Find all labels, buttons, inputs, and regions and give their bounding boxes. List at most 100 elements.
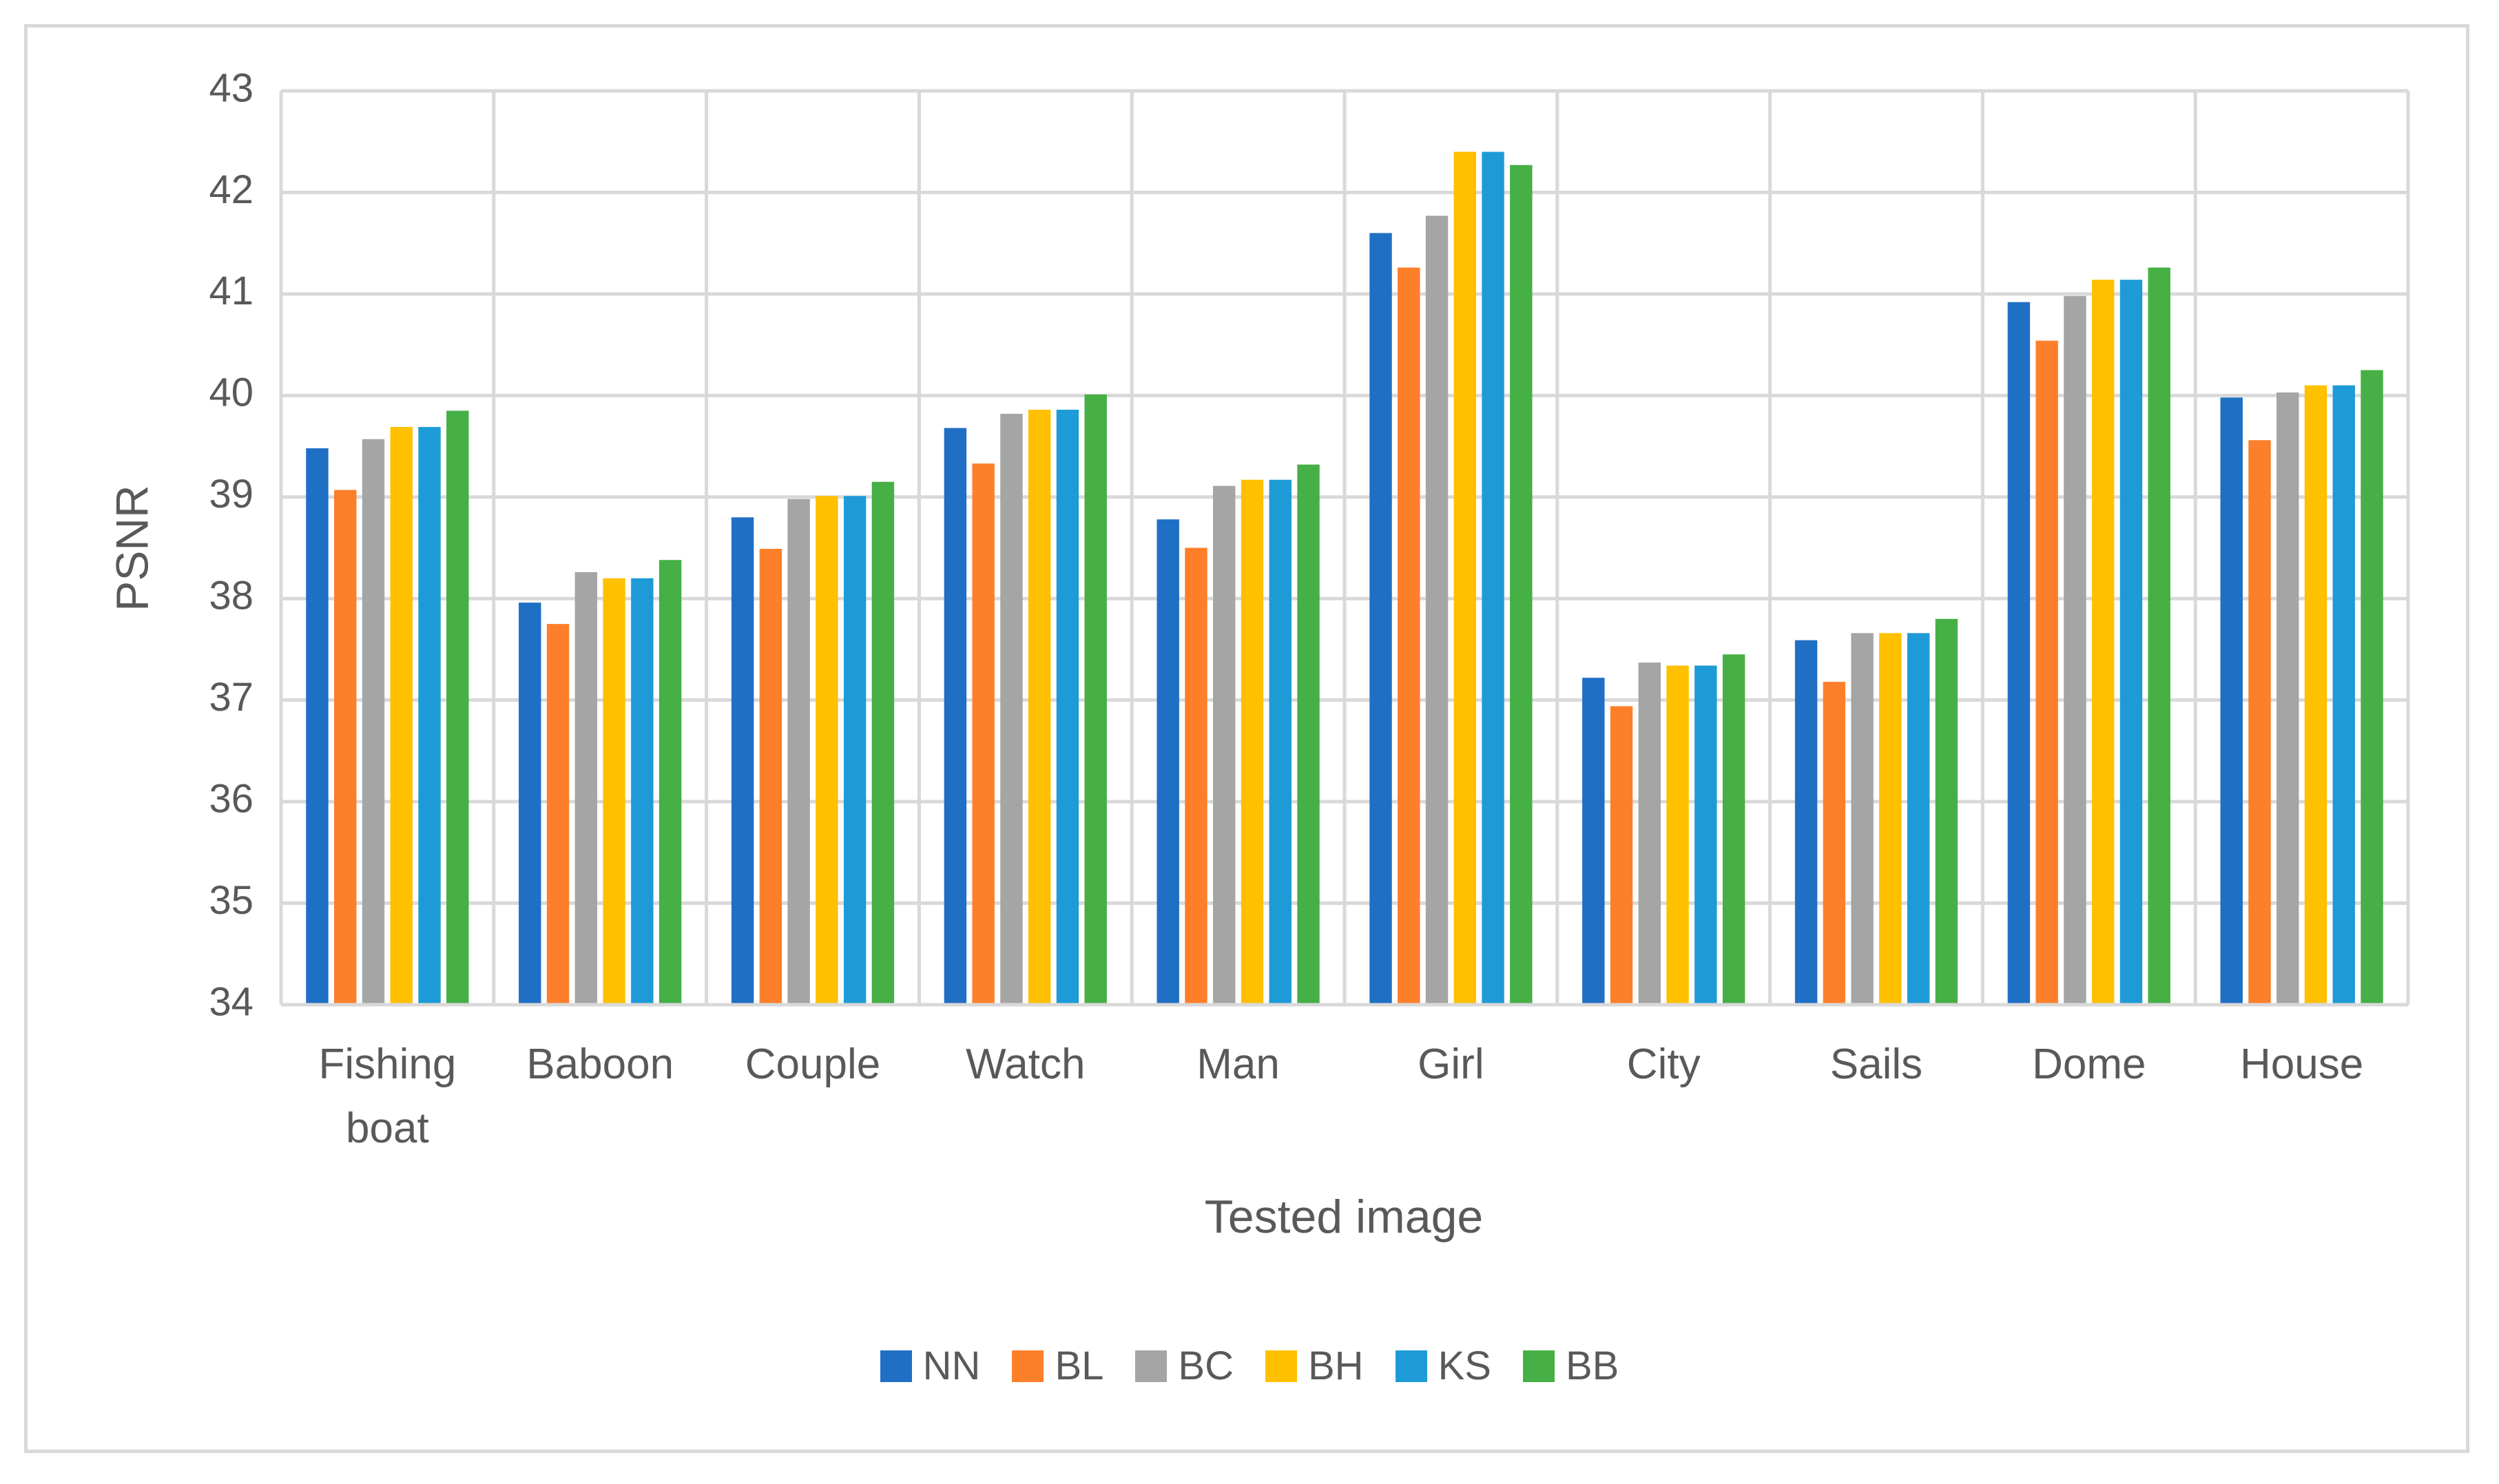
- bar: [1453, 151, 1476, 1005]
- bar: [1297, 464, 1320, 1005]
- bar: [1610, 706, 1633, 1005]
- bar: [1028, 409, 1051, 1005]
- legend-label: BB: [1565, 1344, 1619, 1388]
- bar: [1823, 682, 1846, 1005]
- bar: [2277, 392, 2299, 1005]
- bar: [731, 517, 754, 1005]
- legend-item: KS: [1395, 1343, 1491, 1389]
- bar: [418, 427, 441, 1005]
- bar: [759, 548, 782, 1005]
- bar: [2119, 280, 2143, 1005]
- x-tick-label: Dome: [2032, 1041, 2146, 1088]
- legend-swatch: [1265, 1350, 1297, 1382]
- y-tick-label: 34: [209, 979, 253, 1024]
- bar: [1794, 640, 1818, 1005]
- bar: [1157, 519, 1179, 1005]
- bar: [362, 439, 385, 1005]
- bar: [2220, 397, 2243, 1005]
- bar: [1398, 267, 1420, 1005]
- x-tick-label: Fishing boat: [318, 1041, 457, 1152]
- bar: [1638, 662, 1661, 1005]
- legend-item: BC: [1135, 1343, 1234, 1389]
- bar: [1000, 413, 1023, 1005]
- bar: [843, 496, 867, 1005]
- bar: [334, 490, 357, 1005]
- bar: [944, 428, 967, 1005]
- legend-label: BH: [1307, 1344, 1364, 1388]
- bar: [519, 603, 541, 1005]
- legend-label: KS: [1438, 1344, 1491, 1388]
- legend-swatch: [880, 1350, 912, 1382]
- y-tick-label: 40: [209, 370, 253, 415]
- bar: [2248, 440, 2271, 1005]
- bar: [390, 427, 413, 1005]
- legend-label: BC: [1178, 1344, 1234, 1388]
- legend-item: BH: [1265, 1343, 1364, 1389]
- y-tick-label: 39: [209, 472, 253, 516]
- legend-item: BB: [1522, 1343, 1619, 1389]
- bar: [2091, 280, 2115, 1005]
- bar: [1213, 485, 1236, 1005]
- bar: [1185, 547, 1207, 1005]
- y-tick-label: 37: [209, 675, 253, 720]
- bar: [1694, 665, 1717, 1005]
- grid: [279, 89, 2410, 1007]
- bar: [1666, 665, 1689, 1005]
- legend-swatch: [1012, 1350, 1044, 1382]
- bar: [2361, 370, 2383, 1005]
- bar: [1907, 633, 1930, 1005]
- bar: [546, 624, 570, 1005]
- x-axis-title: Tested image: [1205, 1191, 1483, 1243]
- legend-swatch: [1522, 1350, 1555, 1382]
- x-tick-label: Girl: [1418, 1041, 1484, 1088]
- y-tick-label: 36: [209, 776, 253, 821]
- y-axis-title: PSNR: [106, 485, 157, 611]
- bar: [1269, 479, 1292, 1005]
- bar: [1369, 233, 1392, 1005]
- x-tick-label: Watch: [966, 1041, 1086, 1088]
- y-tick-label: 41: [209, 269, 253, 313]
- x-tick-label: House: [2239, 1041, 2364, 1088]
- x-tick-label: Sails: [1829, 1041, 1923, 1088]
- bar: [787, 499, 810, 1005]
- legend-swatch: [1395, 1350, 1427, 1382]
- bar: [306, 448, 329, 1005]
- y-tick-label: 35: [209, 878, 253, 923]
- bar: [1879, 633, 1902, 1005]
- bar: [1510, 165, 1533, 1005]
- bar: [2007, 302, 2031, 1005]
- bar: [2304, 385, 2327, 1005]
- bar: [972, 463, 995, 1005]
- bar: [631, 578, 654, 1005]
- bar: [603, 578, 625, 1005]
- bar: [1425, 216, 1449, 1005]
- y-tick-label: 38: [209, 574, 253, 618]
- bar: [2064, 295, 2086, 1005]
- bar: [1722, 654, 1745, 1005]
- y-tick-label: 42: [209, 167, 253, 212]
- bar: [1056, 409, 1079, 1005]
- x-tick-label: Couple: [745, 1041, 881, 1088]
- bar: [1582, 678, 1605, 1005]
- bar: [816, 496, 838, 1005]
- bar: [446, 410, 469, 1005]
- chart-frame: [24, 24, 2469, 1453]
- legend-swatch: [1135, 1350, 1168, 1382]
- legend-label: BL: [1055, 1344, 1104, 1388]
- bar: [2035, 340, 2058, 1005]
- bar: [1084, 394, 1107, 1005]
- bar: [1482, 151, 1504, 1005]
- x-tick-label: City: [1626, 1041, 1701, 1088]
- bar: [1851, 633, 1874, 1005]
- y-tick-label: 43: [209, 65, 253, 110]
- x-tick-label: Baboon: [526, 1041, 674, 1088]
- bar: [659, 560, 682, 1005]
- bar: [574, 572, 598, 1005]
- bar: [1241, 479, 1264, 1005]
- legend-item: BL: [1012, 1343, 1103, 1389]
- bar: [1935, 618, 1958, 1005]
- x-tick-label: Man: [1196, 1041, 1280, 1088]
- bar: [871, 481, 895, 1005]
